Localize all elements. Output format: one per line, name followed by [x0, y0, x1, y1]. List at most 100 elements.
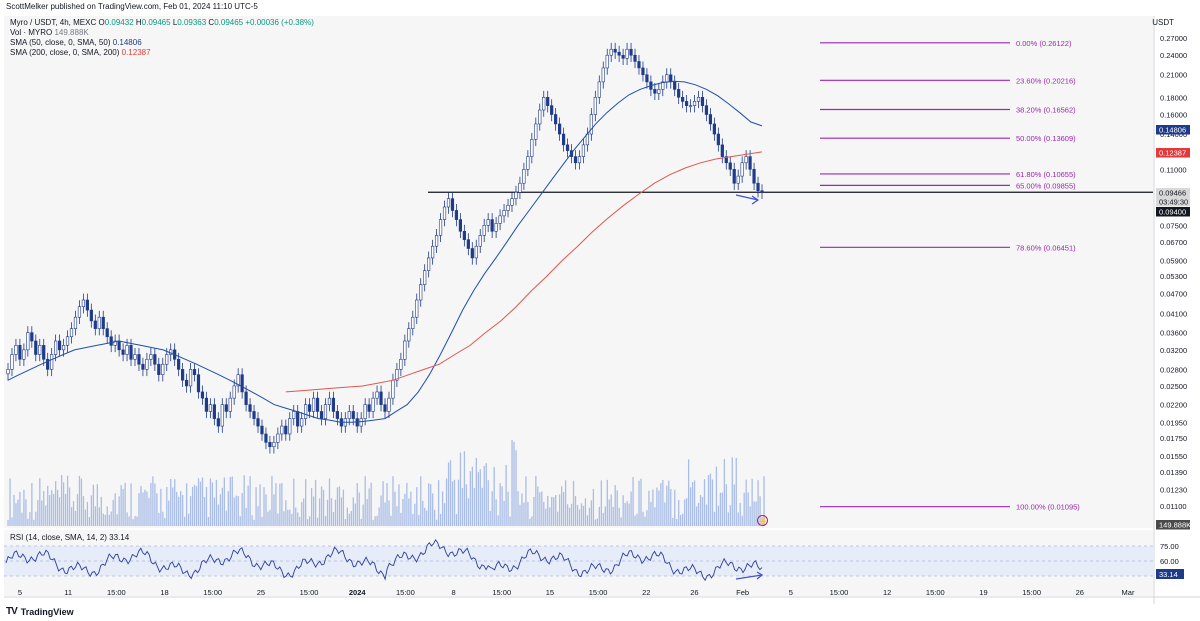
volume-bar [447, 462, 450, 526]
volume-bar [707, 475, 710, 526]
volume-bar [43, 491, 45, 526]
volume-bar [166, 486, 168, 526]
volume-bar [682, 513, 684, 526]
lightning-icon[interactable]: ⚡ [757, 515, 768, 526]
candle-body [50, 354, 54, 370]
volume-bar [132, 519, 134, 526]
volume-bar [66, 475, 69, 526]
volume-bar [697, 502, 700, 526]
volume-bar [368, 488, 370, 526]
ohlc-o-label: O [98, 18, 105, 27]
volume-bar [376, 515, 378, 526]
y-tick-label: 0.04700 [1160, 290, 1187, 299]
volume-bar [86, 501, 89, 526]
volume-bar [709, 473, 712, 526]
volume-bar [7, 520, 9, 526]
candle-body [252, 411, 256, 419]
volume-bar [182, 494, 184, 526]
candle-body [684, 101, 689, 106]
candle-body [232, 385, 236, 399]
volume-bar [511, 440, 513, 526]
volume-bar [160, 488, 162, 526]
candle-body [466, 239, 470, 249]
y-tick-label: 0.14000 [1160, 130, 1187, 139]
candle-body [105, 328, 109, 338]
volume-bar [33, 519, 35, 526]
volume-bar [398, 484, 400, 526]
x-axis[interactable]: 5 11 15:00 18 15:00 25 15:00 2024 15:00 8 15:00 15 1… [18, 588, 1135, 597]
volume-bar [144, 489, 146, 526]
volume-bar [574, 496, 577, 526]
volume-bar [410, 491, 412, 526]
volume-bar [189, 496, 192, 526]
volume-bar [632, 477, 634, 526]
volume-bar [487, 480, 489, 526]
candle-body [165, 354, 169, 365]
volume-bar [555, 495, 557, 526]
candle-body [34, 340, 38, 355]
candle-body [157, 363, 161, 375]
volume-bar [35, 511, 37, 526]
volume-bar [49, 494, 51, 526]
y-axis[interactable]: 0.27000 0.24000 0.21000 0.18000 0.16000 0.140… [1160, 34, 1187, 511]
volume-bar [199, 481, 202, 526]
candle-body [411, 316, 415, 329]
chart-canvas[interactable]: 0.00% (0.26122) 23.60% (0.20216) 38.20% (0… [0, 14, 1200, 621]
volume-bar [136, 516, 138, 526]
candle-body [304, 404, 308, 419]
volume-bar [543, 501, 545, 526]
volume-bar [326, 499, 329, 526]
volume-bar [37, 500, 39, 526]
footer: TV TradingView [6, 606, 74, 617]
x-tick-label: 15:00 [492, 588, 511, 597]
y-tick-label: 0.01100 [1160, 502, 1187, 511]
volume-bar [237, 496, 239, 526]
volume-bar [578, 509, 581, 526]
volume-bar [705, 504, 708, 526]
candle-body [629, 48, 633, 56]
volume-bar [170, 479, 172, 526]
volume-bar [68, 487, 71, 526]
ohlc-change: +0.00036 (+0.38%) [245, 18, 314, 27]
volume-bar [428, 483, 430, 526]
volume-bar [84, 509, 87, 526]
fib-label: 50.00% (0.13609) [1016, 134, 1076, 143]
volume-bar [53, 493, 55, 526]
volume-bar [434, 509, 436, 526]
y-tick-label: 0.11000 [1160, 165, 1187, 174]
volume-bar [689, 487, 692, 526]
volume-bar [31, 483, 33, 526]
volume-bar [678, 500, 680, 526]
y-tick-label: 0.02800 [1160, 365, 1187, 374]
volume-bar [408, 498, 410, 526]
volume-bar [291, 513, 293, 526]
volume-bar [711, 479, 714, 526]
volume-bar [221, 487, 223, 526]
volume-bar [757, 480, 759, 526]
volume-bar [320, 486, 323, 526]
y-tick-label: 0.02200 [1160, 401, 1187, 410]
candle-body [554, 114, 558, 125]
volume-bar [138, 493, 140, 526]
y-tick-label: 0.04100 [1160, 310, 1187, 319]
candle-body [681, 96, 685, 102]
rsi-line [5, 539, 763, 582]
volume-bar [426, 510, 428, 526]
volume-bar [481, 487, 483, 526]
volume-bar [299, 516, 301, 526]
y-tick-label: 0.24000 [1160, 51, 1187, 60]
volume-bar [628, 503, 630, 526]
volume-bar [731, 457, 733, 526]
candle-body [311, 397, 316, 412]
rsi-value-tag-text: 33.14 [1159, 570, 1178, 579]
volume-bar [156, 493, 158, 526]
candle-body [518, 182, 522, 193]
fib-label: 78.60% (0.06451) [1016, 243, 1076, 252]
volume-bar [219, 494, 222, 526]
candle-body [454, 210, 459, 220]
volume-bar [612, 506, 614, 526]
volume-bar [332, 512, 335, 526]
candle-body [18, 345, 22, 360]
volume-bar [566, 504, 569, 526]
